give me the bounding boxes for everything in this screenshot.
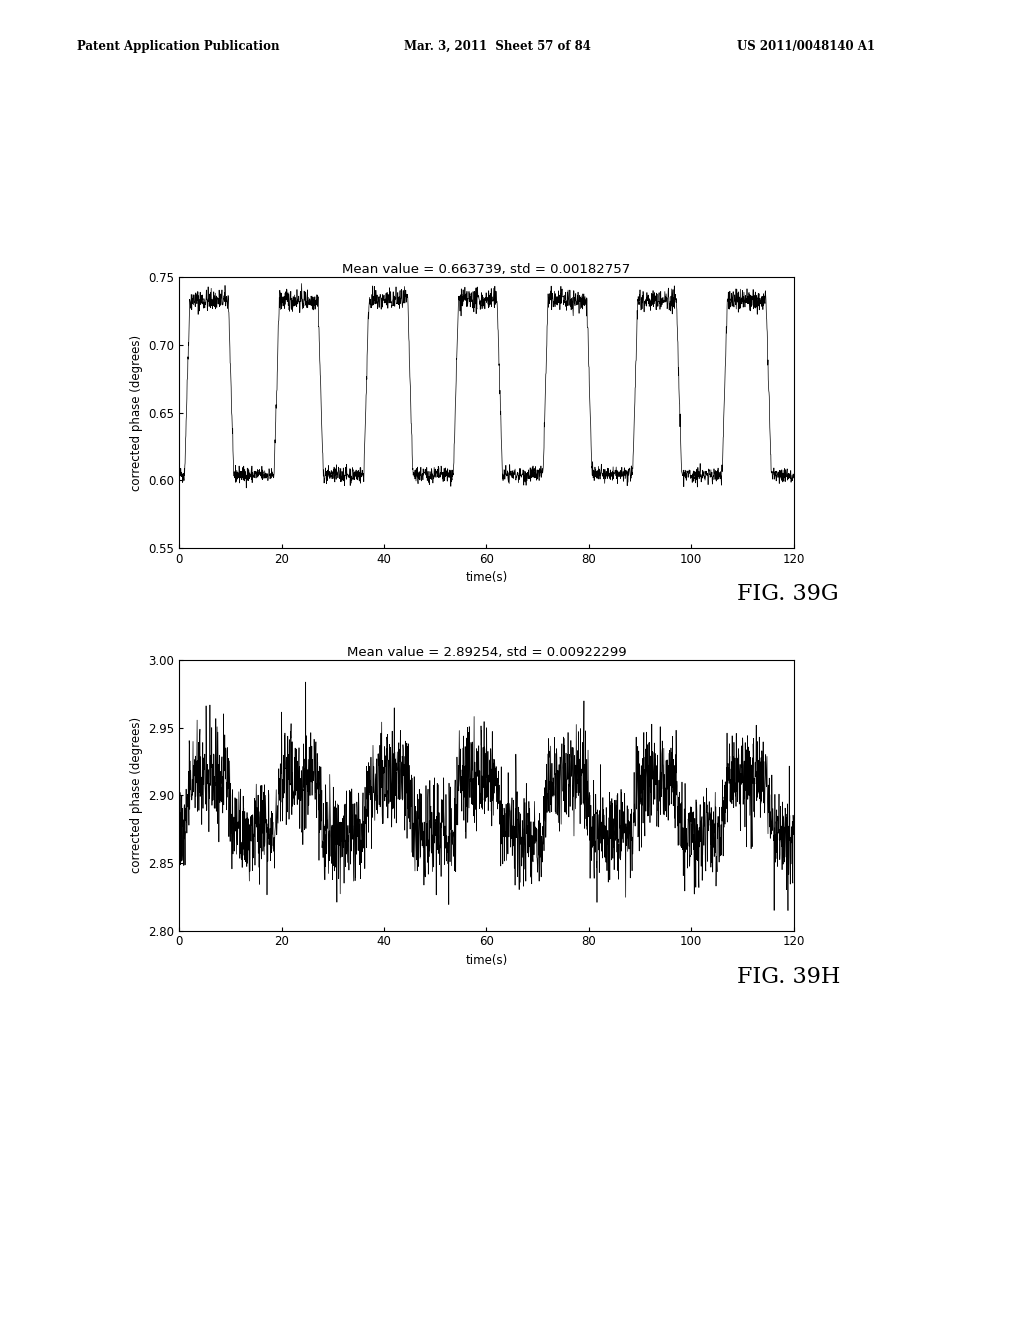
X-axis label: time(s): time(s): [465, 954, 508, 968]
Y-axis label: corrected phase (degrees): corrected phase (degrees): [130, 334, 142, 491]
X-axis label: time(s): time(s): [465, 572, 508, 585]
Text: Patent Application Publication: Patent Application Publication: [77, 40, 280, 53]
Text: FIG. 39G: FIG. 39G: [737, 583, 839, 606]
Y-axis label: corrected phase (degrees): corrected phase (degrees): [130, 717, 142, 874]
Title: Mean value = 2.89254, std = 0.00922299: Mean value = 2.89254, std = 0.00922299: [346, 645, 627, 659]
Text: US 2011/0048140 A1: US 2011/0048140 A1: [737, 40, 876, 53]
Title: Mean value = 0.663739, std = 0.00182757: Mean value = 0.663739, std = 0.00182757: [342, 263, 631, 276]
Text: FIG. 39H: FIG. 39H: [737, 966, 841, 989]
Text: Mar. 3, 2011  Sheet 57 of 84: Mar. 3, 2011 Sheet 57 of 84: [404, 40, 591, 53]
